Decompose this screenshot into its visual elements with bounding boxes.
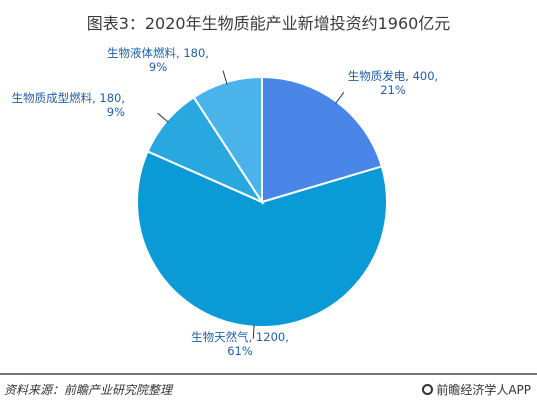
footer: 资料来源：前瞻产业研究院整理 前瞻经济学人APP	[0, 367, 537, 407]
slice-label: 生物质成型燃料, 180, 9%	[12, 91, 125, 119]
slice-label: 生物液体燃料, 180, 9%	[107, 46, 209, 74]
source-note: 资料来源：前瞻产业研究院整理	[4, 383, 173, 397]
slice-label: 生物质发电, 400, 21%	[348, 69, 438, 97]
brand-mark: 前瞻经济学人APP	[422, 381, 531, 398]
chart-title: 图表3：2020年生物质能产业新增投资约1960亿元	[86, 14, 451, 33]
pie-chart: 生物质发电, 400, 21% 生物天然气, 1200, 61% 生物质成型燃料, 18…	[12, 46, 439, 358]
footer-divider	[0, 373, 537, 375]
qianzhan-logo-icon	[422, 384, 434, 395]
slice-label: 生物天然气, 1200, 61%	[191, 330, 289, 358]
leader-line	[335, 91, 345, 104]
leader-line	[252, 324, 255, 339]
brand-text: 前瞻经济学人APP	[436, 383, 531, 397]
leader-line	[222, 70, 228, 85]
leader-line	[157, 112, 169, 123]
